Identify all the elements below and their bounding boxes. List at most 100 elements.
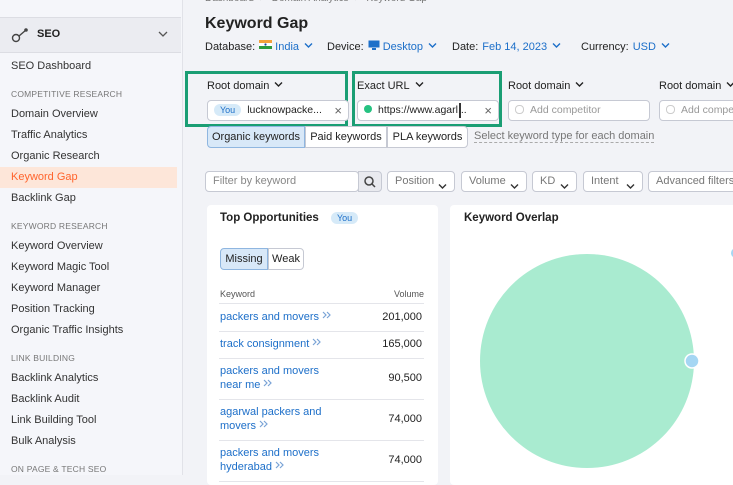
card-title: Keyword Overlap: [464, 212, 559, 224]
table-row: packers and movers near me 90,500: [219, 358, 424, 400]
domain-type-label: Exact URL: [357, 80, 410, 92]
keyword-type-tab[interactable]: Organic keywords: [207, 126, 305, 148]
nav-item[interactable]: Keyword Magic Tool: [11, 261, 110, 273]
domain-type[interactable]: Root domain: [508, 80, 584, 92]
setting[interactable]: Database: India: [205, 40, 313, 53]
keyword-type-hint: Select keyword type for each domain: [474, 130, 655, 143]
dropdown-label: Intent: [591, 175, 619, 187]
segment-tab[interactable]: Weak: [268, 248, 304, 270]
nav-item[interactable]: Backlink Gap: [11, 192, 76, 204]
setting-icon: [368, 40, 380, 53]
column-header: Volume: [393, 289, 424, 299]
filter-dropdown[interactable]: Volume: [461, 171, 527, 192]
nav-item[interactable]: Position Tracking: [11, 303, 95, 315]
domain-type-label: Root domain: [508, 80, 571, 92]
setting[interactable]: Currency: USD: [581, 41, 670, 53]
volume-cell: 165,000: [382, 337, 422, 350]
nav-item[interactable]: Organic Research: [11, 150, 100, 162]
nav-item[interactable]: Backlink Analytics: [11, 372, 99, 384]
seo-icon: [11, 28, 28, 43]
domain-type-label: Root domain: [659, 80, 722, 92]
filter-dropdown[interactable]: KD: [532, 171, 577, 192]
chevron: [428, 40, 437, 52]
keyword-cell[interactable]: packers and movers: [220, 310, 342, 324]
chevron: [661, 40, 670, 52]
setting[interactable]: Device: Desktop: [327, 40, 437, 53]
keyword-link: agarwal packers and movers: [220, 406, 322, 432]
filter-dropdown[interactable]: Intent: [583, 171, 643, 192]
setting-icon-svg: [259, 40, 273, 50]
setting-value: Feb 14, 2023: [482, 41, 548, 53]
nav-item[interactable]: Keyword Manager: [11, 282, 101, 294]
filter-dropdown[interactable]: Advanced filters: [648, 171, 733, 192]
crumb[interactable]: Domain Analytics: [272, 0, 349, 4]
search-button[interactable]: [358, 171, 382, 192]
domain-input[interactable]: You lucknowpacke... ×: [207, 100, 349, 121]
keyword-type-tab[interactable]: Paid keywords: [305, 126, 387, 148]
sidebar: SEO SEO Dashboard COMPETITIVE RESEARCH Do…: [0, 0, 183, 475]
clear-button[interactable]: ×: [334, 103, 342, 118]
keyword-type-tab[interactable]: PLA keywords: [387, 126, 468, 148]
keyword-cell[interactable]: packers and movers hyderabad: [220, 446, 342, 474]
open-icon-svg: [259, 420, 268, 428]
chevron: [575, 79, 584, 91]
nav-item[interactable]: Organic Traffic Insights: [11, 324, 124, 336]
venn-circle: [684, 353, 700, 369]
domain-type[interactable]: Root domain: [659, 80, 733, 92]
missing-weak-tabs: Missing Weak: [220, 248, 340, 270]
nav: SEO Dashboard COMPETITIVE RESEARCH Domain…: [0, 56, 181, 479]
open-icon-svg: [263, 379, 273, 387]
domain-value: https://www.agarl...: [378, 104, 467, 116]
chevron-svg: [274, 82, 283, 88]
nav-item[interactable]: Domain Overview: [11, 108, 98, 120]
nav-item[interactable]: Keyword Gap: [0, 167, 177, 188]
status-dot: [515, 104, 524, 114]
keyword-cell[interactable]: track consignment: [220, 337, 342, 351]
highlight-box: [352, 71, 502, 127]
nav-item[interactable]: Keyword Overview: [11, 240, 103, 252]
keyword-link: packers and movers: [220, 311, 320, 323]
seo-section[interactable]: SEO: [0, 17, 181, 53]
nav-item[interactable]: Link Building Tool: [11, 414, 97, 426]
you-badge: You: [214, 104, 242, 116]
settings-bar: Database: India Device: Desktop Date: Feb 14,…: [205, 40, 725, 55]
setting[interactable]: Date: Feb 14, 2023: [452, 41, 561, 53]
chevron-svg: [552, 43, 561, 49]
chevron: [274, 79, 283, 91]
filter-dropdown[interactable]: Position: [387, 171, 455, 192]
keyword-link: track consignment: [220, 338, 310, 350]
open-icon: [263, 377, 273, 391]
setting-value: USD: [632, 41, 656, 53]
keyword-link: packers and movers hyderabad: [220, 447, 320, 473]
chevron-svg: [575, 82, 584, 88]
open-icon: [322, 309, 332, 323]
keyword-cell[interactable]: packers and movers near me: [220, 364, 342, 392]
chevron-svg: [415, 82, 424, 88]
crumb[interactable]: Keyword Gap: [366, 0, 427, 4]
nav-item[interactable]: Bulk Analysis: [11, 435, 76, 447]
nav-item[interactable]: Traffic Analytics: [11, 129, 88, 141]
nav-item[interactable]: SEO Dashboard: [11, 60, 92, 72]
keyword-cell[interactable]: agarwal packers and movers: [220, 405, 342, 433]
nav-item[interactable]: Backlink Audit: [11, 393, 80, 405]
dropdown-label: Advanced filters: [656, 175, 733, 187]
crumb[interactable]: Dashboard: [205, 0, 254, 4]
domain-input[interactable]: Add competitor: [659, 100, 733, 121]
status-dot: [364, 105, 372, 114]
table-row: packers and movers hyderabad 74,000: [219, 440, 424, 482]
domain-input[interactable]: https://www.agarl... ×: [357, 100, 499, 121]
domain-type[interactable]: Root domain: [207, 80, 283, 92]
chevron-svg: [510, 184, 519, 189]
chevron-svg: [661, 43, 670, 49]
open-icon: [312, 336, 322, 350]
domain-input[interactable]: Add competitor: [508, 100, 650, 121]
keyword-types: Organic keywords Paid keywords PLA keyword…: [207, 126, 727, 149]
segment-tab[interactable]: Missing: [220, 248, 268, 270]
clear-button[interactable]: ×: [484, 103, 492, 118]
separator: >: [260, 0, 266, 4]
filter-input[interactable]: Filter by keyword: [205, 171, 359, 192]
open-icon-svg: [275, 461, 284, 469]
domain-type[interactable]: Exact URL: [357, 80, 424, 92]
domain-type-label: Root domain: [207, 80, 270, 92]
